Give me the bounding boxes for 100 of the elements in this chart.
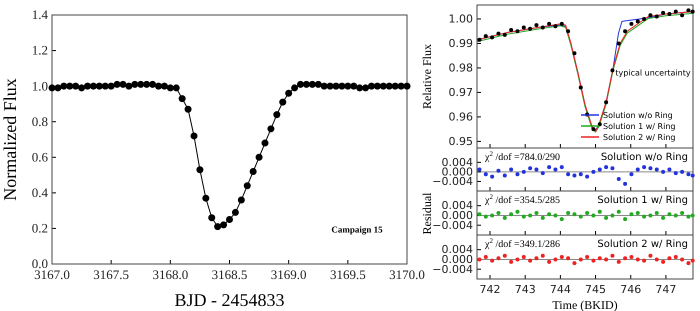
point — [578, 257, 583, 262]
x-tick-label: 3170.0 — [389, 267, 425, 282]
annotation: Solution w/o Ring — [600, 152, 688, 163]
point — [610, 213, 614, 218]
point — [616, 210, 621, 214]
point — [623, 256, 628, 260]
x-tick-label: 3169.0 — [270, 267, 307, 282]
point — [566, 29, 570, 34]
y-tick-label: 1.4 — [32, 7, 48, 22]
y-tick-label: 0.6 — [32, 149, 48, 164]
x-tick-label: 744 — [550, 282, 571, 296]
y-tick-label: 1.2 — [32, 42, 48, 58]
point — [522, 255, 526, 259]
point — [604, 165, 608, 170]
point — [636, 19, 640, 24]
x-tick-label: 745 — [585, 282, 606, 296]
annotation: typical uncertainty — [615, 68, 691, 78]
point — [522, 170, 526, 174]
point — [534, 211, 538, 215]
point — [528, 213, 532, 218]
point — [585, 255, 590, 259]
point — [654, 257, 659, 262]
point — [674, 213, 678, 218]
point — [566, 172, 570, 176]
point — [502, 216, 507, 220]
point — [604, 257, 608, 262]
point — [623, 217, 628, 222]
point — [674, 171, 678, 176]
point — [654, 14, 659, 19]
point — [578, 86, 583, 90]
annotation: Solution 1 w/ Ring — [597, 195, 688, 206]
point — [610, 254, 614, 258]
point — [629, 22, 634, 26]
point — [623, 182, 628, 186]
point — [661, 10, 666, 15]
point — [667, 12, 672, 16]
point — [591, 213, 596, 218]
point — [528, 258, 532, 263]
point — [490, 35, 494, 40]
y-tick-label: 0.99 — [448, 36, 473, 50]
point — [616, 177, 621, 182]
point — [629, 212, 634, 216]
point — [591, 170, 596, 174]
point — [553, 24, 558, 28]
point — [585, 174, 590, 179]
point — [616, 260, 621, 264]
point — [686, 261, 690, 266]
point — [515, 257, 520, 262]
y-tick-label: 0.96 — [448, 110, 473, 124]
point — [690, 258, 695, 263]
point — [560, 165, 564, 170]
point — [686, 8, 690, 12]
point — [642, 16, 646, 21]
point — [680, 170, 684, 174]
point — [667, 168, 672, 172]
point — [534, 23, 538, 28]
point — [572, 51, 576, 56]
point — [610, 68, 614, 72]
point — [690, 10, 695, 14]
point — [484, 214, 488, 219]
point — [598, 168, 602, 172]
point — [528, 26, 532, 31]
point — [566, 256, 570, 260]
point — [515, 29, 520, 34]
point — [648, 254, 652, 258]
y-tick-label: 1.00 — [448, 12, 473, 26]
point — [674, 255, 678, 259]
point — [636, 168, 640, 172]
x-tick-label: 742 — [480, 282, 501, 296]
point — [534, 168, 538, 172]
y-axis-title: Relative Flux — [420, 44, 434, 109]
point — [496, 256, 500, 260]
point — [585, 211, 590, 215]
point — [547, 165, 552, 170]
point — [591, 127, 596, 132]
annotation: χ$^{2}$ /dof =349.1/286 — [484, 237, 560, 250]
point — [477, 168, 482, 172]
point — [667, 212, 672, 216]
point — [490, 213, 494, 218]
point — [680, 211, 684, 215]
point — [598, 256, 602, 260]
point — [509, 168, 514, 172]
point — [484, 34, 488, 38]
point — [560, 255, 564, 259]
point — [598, 122, 602, 126]
x-tick-label: 3167.5 — [93, 267, 130, 282]
legend-label: Solution w/o Ring — [603, 111, 673, 120]
x-axis-title: BJD - 2454833 — [174, 290, 285, 310]
point — [484, 255, 488, 259]
point — [540, 216, 545, 220]
y-axis-title: Normalized Flux — [0, 78, 20, 201]
point — [553, 257, 558, 262]
point — [629, 255, 634, 259]
point — [667, 256, 672, 260]
point — [578, 214, 583, 219]
point — [509, 260, 514, 264]
point — [547, 212, 552, 216]
legend-label: Solution 1 w/ Ring — [603, 122, 676, 131]
point — [560, 217, 564, 222]
point — [636, 211, 640, 215]
